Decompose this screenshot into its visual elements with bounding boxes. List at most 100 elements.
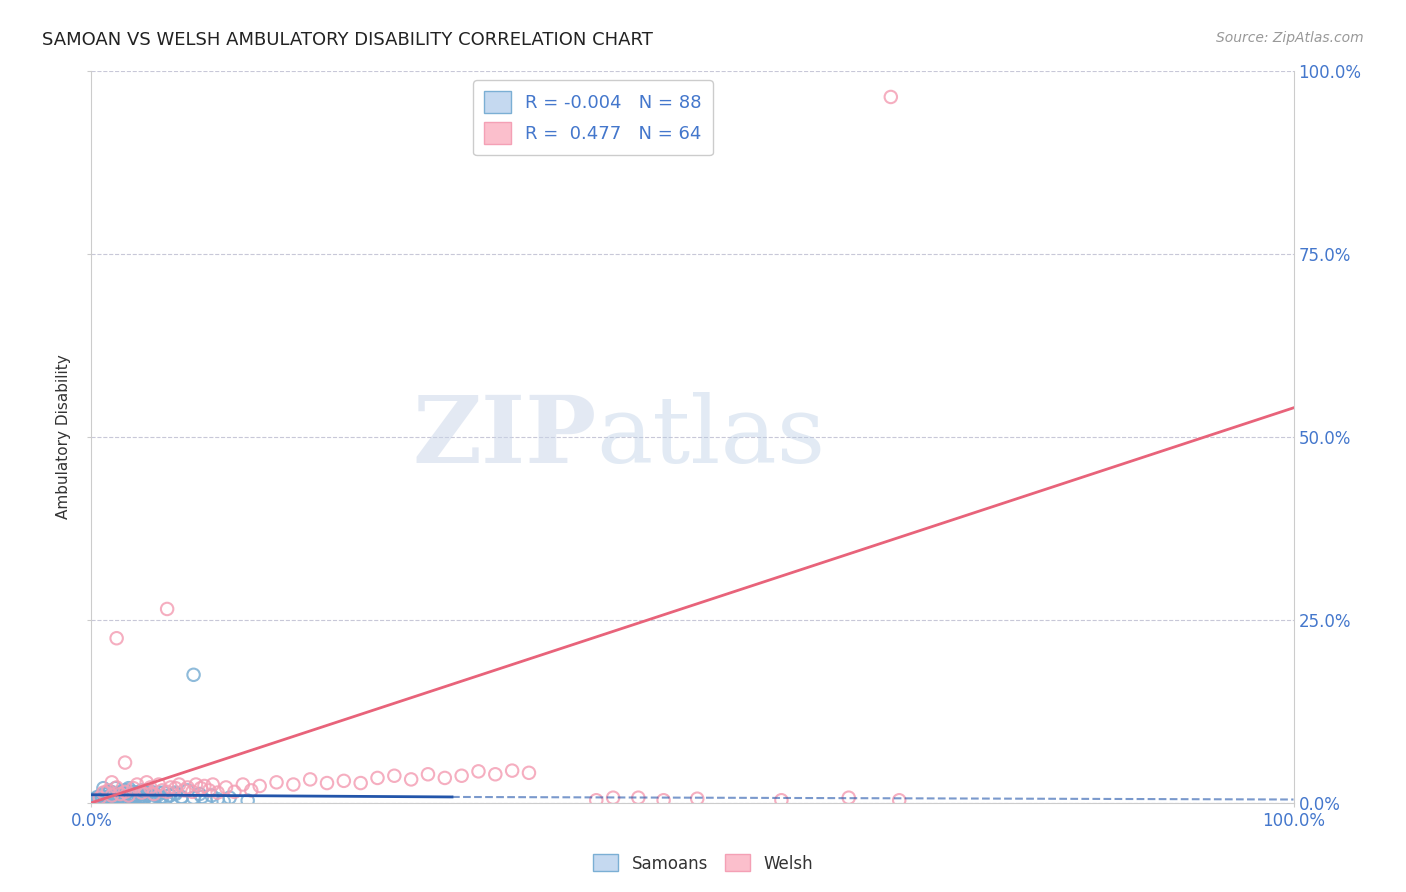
Point	[134, 783, 156, 797]
Point	[108, 787, 131, 801]
Point	[84, 793, 107, 807]
Point	[89, 790, 111, 805]
Point	[152, 786, 174, 800]
Point	[207, 792, 229, 806]
Legend: Samoans, Welsh: Samoans, Welsh	[586, 847, 820, 880]
Point	[135, 775, 157, 789]
Point	[131, 786, 153, 800]
Point	[366, 771, 388, 785]
Point	[82, 795, 104, 809]
Point	[114, 783, 136, 797]
Point	[165, 787, 187, 801]
Point	[266, 775, 288, 789]
Point	[127, 789, 149, 803]
Point	[125, 789, 148, 804]
Point	[117, 789, 139, 804]
Point	[122, 781, 145, 796]
Point	[105, 789, 128, 804]
Point	[138, 786, 160, 800]
Point	[86, 789, 108, 804]
Point	[382, 769, 405, 783]
Point	[585, 793, 607, 807]
Point	[100, 793, 122, 807]
Point	[114, 787, 136, 801]
Point	[110, 787, 132, 801]
Point	[627, 790, 650, 805]
Point	[94, 789, 117, 804]
Point	[602, 790, 624, 805]
Point	[107, 789, 129, 804]
Point	[103, 790, 125, 805]
Point	[184, 777, 207, 792]
Point	[194, 794, 217, 808]
Point	[165, 781, 187, 796]
Point	[416, 767, 439, 781]
Point	[114, 756, 136, 770]
Point	[212, 794, 235, 808]
Text: Source: ZipAtlas.com: Source: ZipAtlas.com	[1216, 31, 1364, 45]
Point	[110, 789, 132, 803]
Point	[159, 789, 181, 803]
Point	[236, 794, 259, 808]
Point	[135, 789, 157, 803]
Point	[134, 792, 156, 806]
Point	[124, 792, 146, 806]
Point	[125, 786, 148, 800]
Point	[232, 777, 254, 792]
Point	[87, 793, 110, 807]
Point	[141, 785, 163, 799]
Point	[148, 786, 170, 800]
Point	[105, 632, 128, 646]
Point	[183, 667, 205, 681]
Point	[90, 789, 112, 803]
Point	[183, 790, 205, 805]
Point	[101, 775, 124, 789]
Point	[224, 785, 246, 799]
Point	[107, 792, 129, 806]
Point	[173, 783, 195, 797]
Point	[118, 781, 141, 796]
Point	[97, 783, 120, 797]
Point	[117, 783, 139, 797]
Point	[198, 783, 221, 797]
Point	[132, 789, 155, 804]
Point	[190, 781, 212, 796]
Point	[120, 790, 142, 805]
Point	[93, 786, 115, 800]
Point	[125, 777, 148, 792]
Point	[150, 790, 173, 805]
Legend: R = -0.004   N = 88, R =  0.477   N = 64: R = -0.004 N = 88, R = 0.477 N = 64	[472, 80, 713, 155]
Point	[159, 780, 181, 795]
Point	[135, 787, 157, 801]
Point	[150, 789, 173, 804]
Point	[139, 780, 162, 795]
Text: atlas: atlas	[596, 392, 825, 482]
Point	[84, 793, 107, 807]
Point	[501, 764, 523, 778]
Point	[83, 792, 105, 806]
Text: ZIP: ZIP	[412, 392, 596, 482]
Point	[124, 789, 146, 803]
Point	[450, 769, 472, 783]
Point	[131, 783, 153, 797]
Point	[170, 790, 193, 805]
Point	[176, 783, 198, 797]
Point	[156, 602, 179, 616]
Point	[97, 790, 120, 805]
Point	[101, 789, 124, 803]
Point	[156, 785, 179, 799]
Point	[112, 792, 135, 806]
Point	[101, 789, 124, 803]
Point	[128, 790, 150, 805]
Point	[128, 789, 150, 804]
Point	[880, 90, 903, 104]
Point	[165, 786, 187, 800]
Point	[283, 777, 305, 792]
Point	[333, 773, 356, 788]
Point	[150, 783, 173, 797]
Point	[176, 780, 198, 795]
Point	[114, 785, 136, 799]
Point	[200, 789, 222, 803]
Point	[83, 794, 105, 808]
Text: SAMOAN VS WELSH AMBULATORY DISABILITY CORRELATION CHART: SAMOAN VS WELSH AMBULATORY DISABILITY CO…	[42, 31, 652, 49]
